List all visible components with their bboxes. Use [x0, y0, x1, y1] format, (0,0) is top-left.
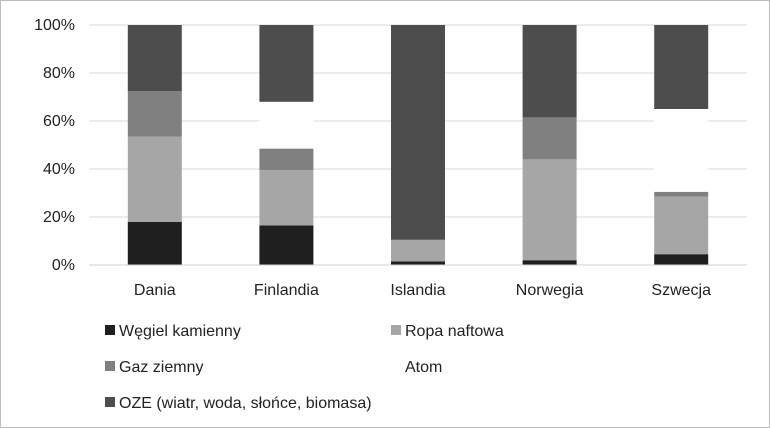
- bar-segment: [654, 191, 709, 197]
- bar-segment: [522, 25, 577, 118]
- y-tick-label: 100%: [34, 17, 75, 34]
- legend-swatch: [105, 325, 115, 335]
- legend: Węgiel kamienny Ropa naftowa Gaz ziemny Ato…: [105, 323, 504, 412]
- x-tick-label: Finlandia: [254, 282, 319, 299]
- bar-segment: [127, 25, 182, 91]
- bar-segment: [391, 261, 445, 265]
- bar-segment: [654, 25, 709, 109]
- legend-swatch: [105, 361, 115, 371]
- bar-segment: [391, 239, 445, 262]
- y-tick-label: 40%: [43, 161, 75, 178]
- bar-segment: [127, 136, 182, 222]
- bar-segment: [391, 25, 445, 240]
- y-tick-label: 60%: [43, 113, 75, 130]
- bar-segment: [522, 260, 577, 265]
- bar-segment: [127, 91, 182, 137]
- legend-label: Gaz ziemny: [119, 359, 203, 376]
- legend-swatch: [391, 325, 401, 335]
- legend-label: Węgiel kamienny: [119, 323, 241, 340]
- bar-segment: [522, 159, 577, 261]
- legend-label: Ropa naftowa: [405, 323, 504, 340]
- y-tick-label: 20%: [43, 209, 75, 226]
- axes: 0% 20% 40% 60% 80% 100% Dania Finlandia Islandia…: [34, 17, 747, 299]
- bar-segment: [259, 148, 314, 171]
- bar-segment: [654, 254, 709, 265]
- bar-segment: [259, 225, 314, 265]
- bars: [127, 25, 709, 265]
- legend-label: Atom: [405, 359, 442, 376]
- bar-segment: [259, 25, 314, 102]
- x-tick-label: Dania: [134, 282, 176, 299]
- bar-segment: [259, 101, 314, 149]
- legend-swatch: [391, 361, 401, 371]
- y-tick-label: 80%: [43, 65, 75, 82]
- bar-segment: [259, 170, 314, 226]
- bar-segment: [522, 117, 577, 160]
- bar-segment: [127, 221, 182, 265]
- bar-segment: [654, 196, 709, 255]
- legend-swatch: [105, 397, 115, 407]
- bar-segment: [654, 109, 709, 192]
- legend-label: OZE (wiatr, woda, słońce, biomasa): [119, 395, 372, 412]
- x-tick-label: Szwecja: [651, 282, 711, 299]
- x-tick-label: Islandia: [390, 282, 445, 299]
- x-tick-label: Norwegia: [516, 282, 584, 299]
- y-tick-label: 0%: [52, 257, 75, 274]
